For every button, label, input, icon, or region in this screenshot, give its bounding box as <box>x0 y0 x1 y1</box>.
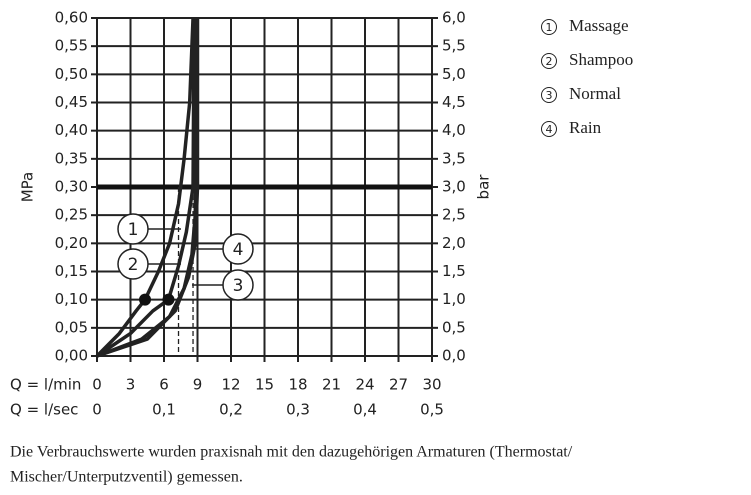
legend-symbol-label: 1 <box>546 21 553 34</box>
y2-tick-label: 1,0 <box>442 290 466 308</box>
footnote: Die Verbrauchswerte wurden praxisnah mit… <box>10 444 573 461</box>
marker-point <box>139 293 152 306</box>
callout-circle <box>117 248 149 280</box>
y2-tick-label: 1,5 <box>442 262 466 280</box>
y2-tick-label: 4,0 <box>442 121 466 139</box>
x-tick-label: 27 <box>389 376 408 394</box>
y2-tick-label: 3,5 <box>442 149 466 167</box>
legend-symbol-label: 3 <box>546 89 553 102</box>
y-tick-label: 0,20 <box>55 234 88 252</box>
y2-tick-label: 6,0 <box>442 9 466 27</box>
legend-label: Massage <box>569 16 628 35</box>
callout-label: 2 <box>128 255 139 275</box>
x-tick-label: 9 <box>193 376 203 394</box>
x2-tick-label: 0,2 <box>219 401 243 419</box>
legend-symbol-label: 2 <box>546 55 553 68</box>
legend-label: Rain <box>569 118 602 137</box>
x2-tick-label: 0,4 <box>353 401 377 419</box>
callout-circle <box>117 213 149 245</box>
y-tick-label: 0,05 <box>55 318 88 336</box>
legend-symbol <box>541 87 557 103</box>
y2-tick-label: 5,5 <box>442 37 466 55</box>
x-tick-label: 21 <box>322 376 341 394</box>
callout-label: 4 <box>233 240 244 260</box>
y-tick-label: 0,45 <box>55 93 88 111</box>
curve <box>96 18 200 358</box>
legend-symbol <box>541 121 557 137</box>
y-tick-label: 0,30 <box>55 178 88 196</box>
callout-circle <box>222 233 254 265</box>
y-tick-label: 0,55 <box>55 37 88 55</box>
legend-symbol <box>541 19 557 35</box>
x2-tick-label: 0,5 <box>420 401 444 419</box>
x-axis-label: Q = l/min <box>10 376 81 394</box>
y2-tick-label: 2,5 <box>442 206 466 224</box>
x-tick-label: 24 <box>355 376 374 394</box>
marker-point <box>162 293 175 306</box>
y-tick-label: 0,35 <box>55 149 88 167</box>
x2-axis-label: Q = l/sec <box>10 401 78 419</box>
y2-tick-label: 3,0 <box>442 178 466 196</box>
y-tick-label: 0,15 <box>55 262 88 280</box>
y-axis-label: MPa <box>19 172 37 203</box>
y2-tick-label: 0,0 <box>442 347 466 365</box>
y-tick-label: 0,10 <box>55 290 88 308</box>
x-tick-label: 30 <box>422 376 441 394</box>
x2-tick-label: 0,1 <box>152 401 176 419</box>
y-tick-label: 0,50 <box>55 65 88 83</box>
x-tick-label: 3 <box>126 376 136 394</box>
y-tick-label: 0,60 <box>55 9 88 27</box>
x-tick-label: 6 <box>159 376 169 394</box>
x2-tick-label: 0 <box>92 401 102 419</box>
y2-tick-label: 5,0 <box>442 65 466 83</box>
y2-axis-label: bar <box>475 174 493 200</box>
legend-symbol <box>541 53 557 69</box>
y2-tick-label: 0,5 <box>442 318 466 336</box>
callout-circle <box>222 269 254 301</box>
curve <box>96 17 196 358</box>
callout-label: 1 <box>128 220 139 240</box>
x-tick-label: 0 <box>92 376 102 394</box>
y-tick-label: 0,25 <box>55 206 88 224</box>
y-tick-label: 0,40 <box>55 121 88 139</box>
legend-label: Shampoo <box>569 50 633 69</box>
x2-tick-label: 0,3 <box>286 401 310 419</box>
legend-label: Normal <box>569 84 621 103</box>
x-tick-label: 18 <box>288 376 307 394</box>
y2-tick-label: 2,0 <box>442 234 466 252</box>
footnote: Mischer/Unterputzventil) gemessen. <box>10 469 243 486</box>
y-tick-label: 0,00 <box>55 347 88 365</box>
callout-label: 3 <box>233 276 244 296</box>
x-tick-label: 15 <box>255 376 274 394</box>
x-tick-label: 12 <box>221 376 240 394</box>
y2-tick-label: 4,5 <box>442 93 466 111</box>
curve <box>95 17 195 358</box>
legend-symbol-label: 4 <box>546 123 553 136</box>
